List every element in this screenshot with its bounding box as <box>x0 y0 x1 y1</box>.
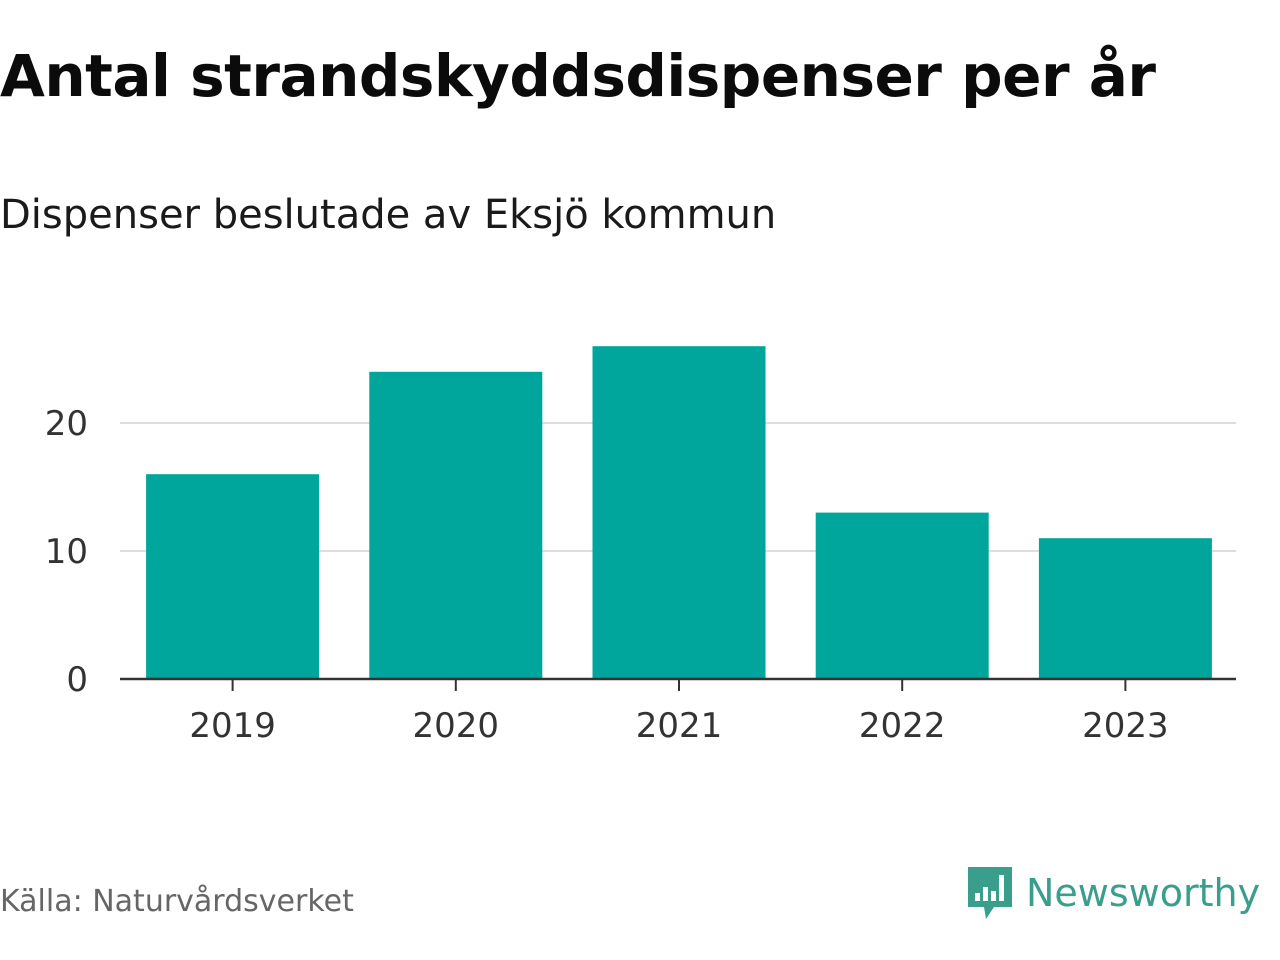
y-tick-label: 20 <box>45 404 88 444</box>
x-tick-label: 2020 <box>413 706 500 746</box>
brand-name: Newsworthy <box>1026 871 1261 915</box>
bar-2021 <box>592 346 766 679</box>
bar-2022 <box>815 512 989 679</box>
x-tick-label: 2023 <box>1082 706 1169 746</box>
y-tick-label: 0 <box>66 660 88 700</box>
y-tick-label: 10 <box>45 532 88 572</box>
x-tick-label: 2022 <box>859 706 946 746</box>
chart-title: Antal strandskyddsdispenser per år <box>0 42 1156 110</box>
bar-2019 <box>146 474 320 679</box>
x-tick-label: 2021 <box>636 706 723 746</box>
bar-2023 <box>1038 538 1212 679</box>
chart-subtitle: Dispenser beslutade av Eksjö kommun <box>0 192 777 238</box>
source-note: Källa: Naturvårdsverket <box>0 884 354 919</box>
brand-logo: Newsworthy <box>964 863 1260 923</box>
bar-2020 <box>369 371 543 679</box>
x-tick-label: 2019 <box>189 706 276 746</box>
newsworthy-logo-icon <box>968 867 1012 919</box>
